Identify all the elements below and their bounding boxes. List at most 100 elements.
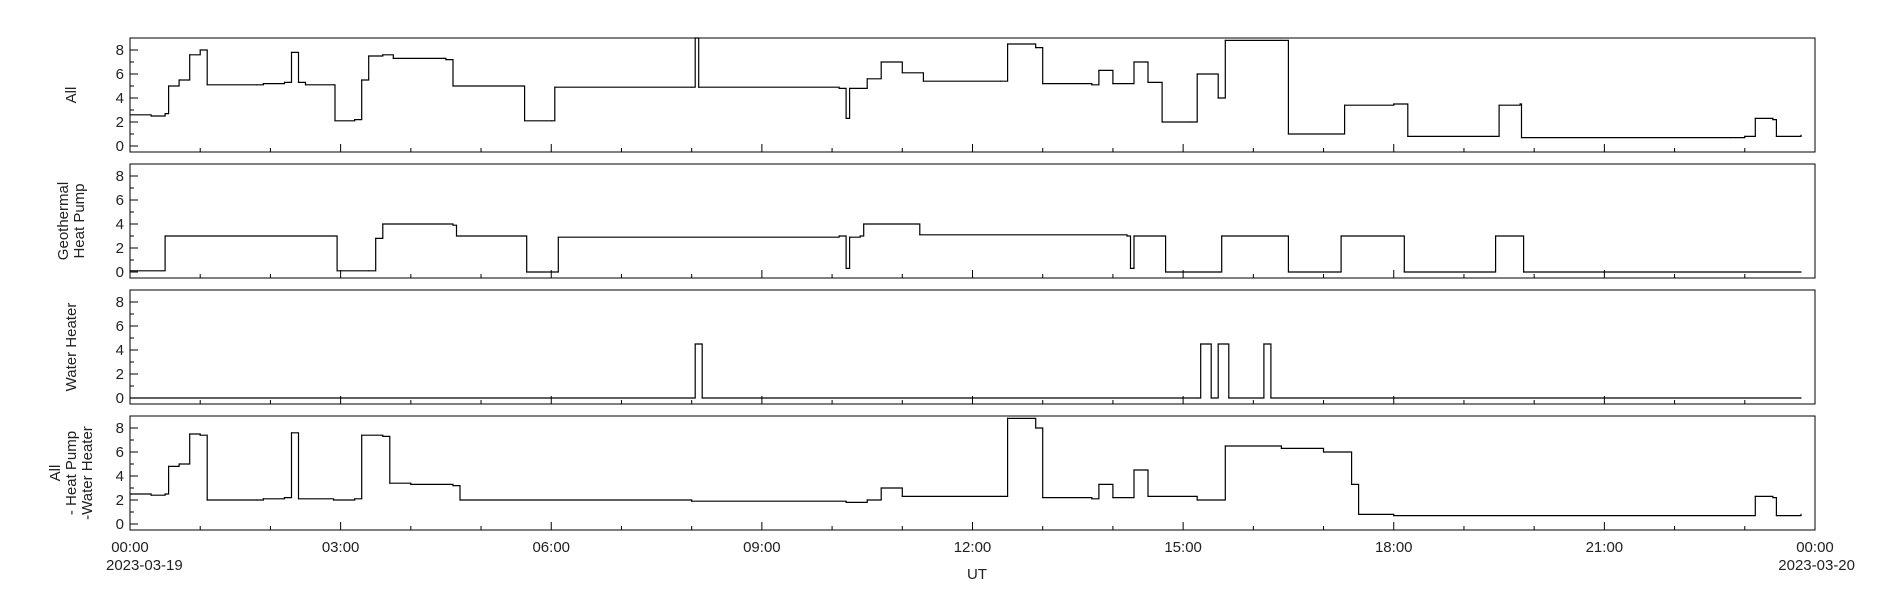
y-tick-label: 4	[116, 468, 124, 485]
data-point	[838, 87, 840, 89]
data-point	[1772, 119, 1774, 121]
data-point	[368, 270, 370, 272]
data-point	[1147, 495, 1149, 497]
y-axis-label: - Heat Pump	[63, 431, 80, 515]
data-point	[1775, 515, 1777, 517]
data-point	[304, 84, 307, 86]
data-point	[1161, 235, 1163, 237]
data-point	[1358, 513, 1360, 516]
data-point	[1280, 447, 1282, 449]
data-point	[129, 493, 131, 495]
data-point	[698, 86, 700, 88]
series-line	[130, 417, 1802, 517]
data-point	[336, 270, 338, 272]
data-point	[698, 343, 700, 345]
data-point	[1112, 83, 1114, 85]
data-point	[1196, 397, 1198, 399]
data-point	[283, 81, 286, 83]
y-tick-label: 8	[116, 420, 124, 437]
x-tick-date: 2023-03-19	[106, 557, 183, 574]
data-point	[1217, 97, 1219, 99]
data-point	[189, 54, 191, 56]
x-tick-label: 00:00	[111, 539, 149, 556]
y-tick-label: 0	[116, 516, 124, 533]
y-tick-label: 2	[116, 366, 124, 383]
data-point	[455, 235, 458, 237]
data-point	[845, 117, 847, 119]
data-point	[382, 54, 384, 56]
data-point	[1730, 137, 1732, 139]
y-tick-label: 0	[116, 138, 124, 155]
data-point	[691, 397, 693, 399]
data-point	[368, 55, 370, 57]
panel-frame	[129, 289, 1816, 405]
data-point	[333, 84, 335, 86]
data-point	[1098, 69, 1100, 71]
data-point	[1337, 271, 1339, 273]
data-point	[129, 270, 131, 272]
data-point	[522, 85, 524, 87]
data-point	[694, 343, 696, 345]
panel-3: 0 2 4 6 8 Water Heater	[63, 289, 1816, 407]
data-point	[1744, 135, 1746, 137]
data-point	[1284, 235, 1286, 237]
data-point	[1498, 104, 1500, 106]
panel-frame	[129, 415, 1816, 531]
data-point	[866, 499, 868, 501]
data-point	[1344, 104, 1346, 106]
data-point	[880, 61, 882, 63]
panel-2: 0 2 4 6 8 Geothermal Heat Pump	[55, 163, 1816, 281]
data-point	[168, 465, 170, 467]
data-point	[389, 482, 391, 484]
data-point	[382, 223, 384, 225]
data-point	[863, 223, 865, 225]
data-point	[1263, 343, 1265, 345]
data-point	[1196, 73, 1198, 75]
data-point	[1519, 103, 1521, 105]
data-point	[1393, 515, 1395, 517]
data-point	[1098, 483, 1100, 485]
data-point	[550, 271, 552, 273]
data-point	[1189, 121, 1191, 123]
data-point	[333, 499, 335, 501]
data-point	[1035, 427, 1037, 429]
data-point	[1042, 497, 1044, 499]
y-tick-label: 2	[116, 240, 124, 257]
data-point	[1112, 497, 1114, 499]
data-point	[452, 485, 454, 487]
data-point	[1133, 469, 1135, 471]
data-point	[845, 501, 847, 503]
data-point	[866, 78, 868, 80]
data-point	[452, 85, 454, 87]
x-tick-label: 09:00	[743, 539, 781, 556]
data-point	[1224, 39, 1226, 42]
y-axis-label: -Water Heater	[79, 426, 96, 520]
data-point	[452, 224, 454, 226]
data-point	[1393, 103, 1395, 105]
data-point	[1495, 235, 1497, 237]
data-point	[1407, 135, 1409, 137]
data-point	[168, 85, 170, 87]
data-point	[290, 51, 293, 54]
data-point	[382, 435, 384, 437]
x-axis-label: UT	[967, 566, 987, 583]
data-point	[522, 235, 524, 237]
x-tick-label: 00:00	[1796, 539, 1834, 556]
data-point	[206, 84, 208, 86]
data-point	[1214, 397, 1216, 399]
data-point	[1400, 235, 1402, 237]
y-tick-label: 4	[116, 216, 124, 233]
x-tick-label: 18:00	[1375, 539, 1413, 556]
data-point	[1351, 483, 1353, 485]
panels-layer: 0 2 4 6 8 All 0 2 4 6 8 Geothermal Heat Pump 0 2 4 6 8 Wat…	[47, 37, 1816, 533]
panel-1: 0 2 4 6 8 All	[63, 37, 1816, 155]
data-point	[262, 83, 264, 85]
y-tick-label: 2	[116, 492, 124, 509]
data-point	[845, 267, 847, 269]
data-point	[526, 271, 528, 273]
data-point	[901, 495, 903, 497]
data-point	[838, 235, 840, 237]
data-point	[1210, 397, 1212, 399]
data-point	[150, 494, 152, 496]
